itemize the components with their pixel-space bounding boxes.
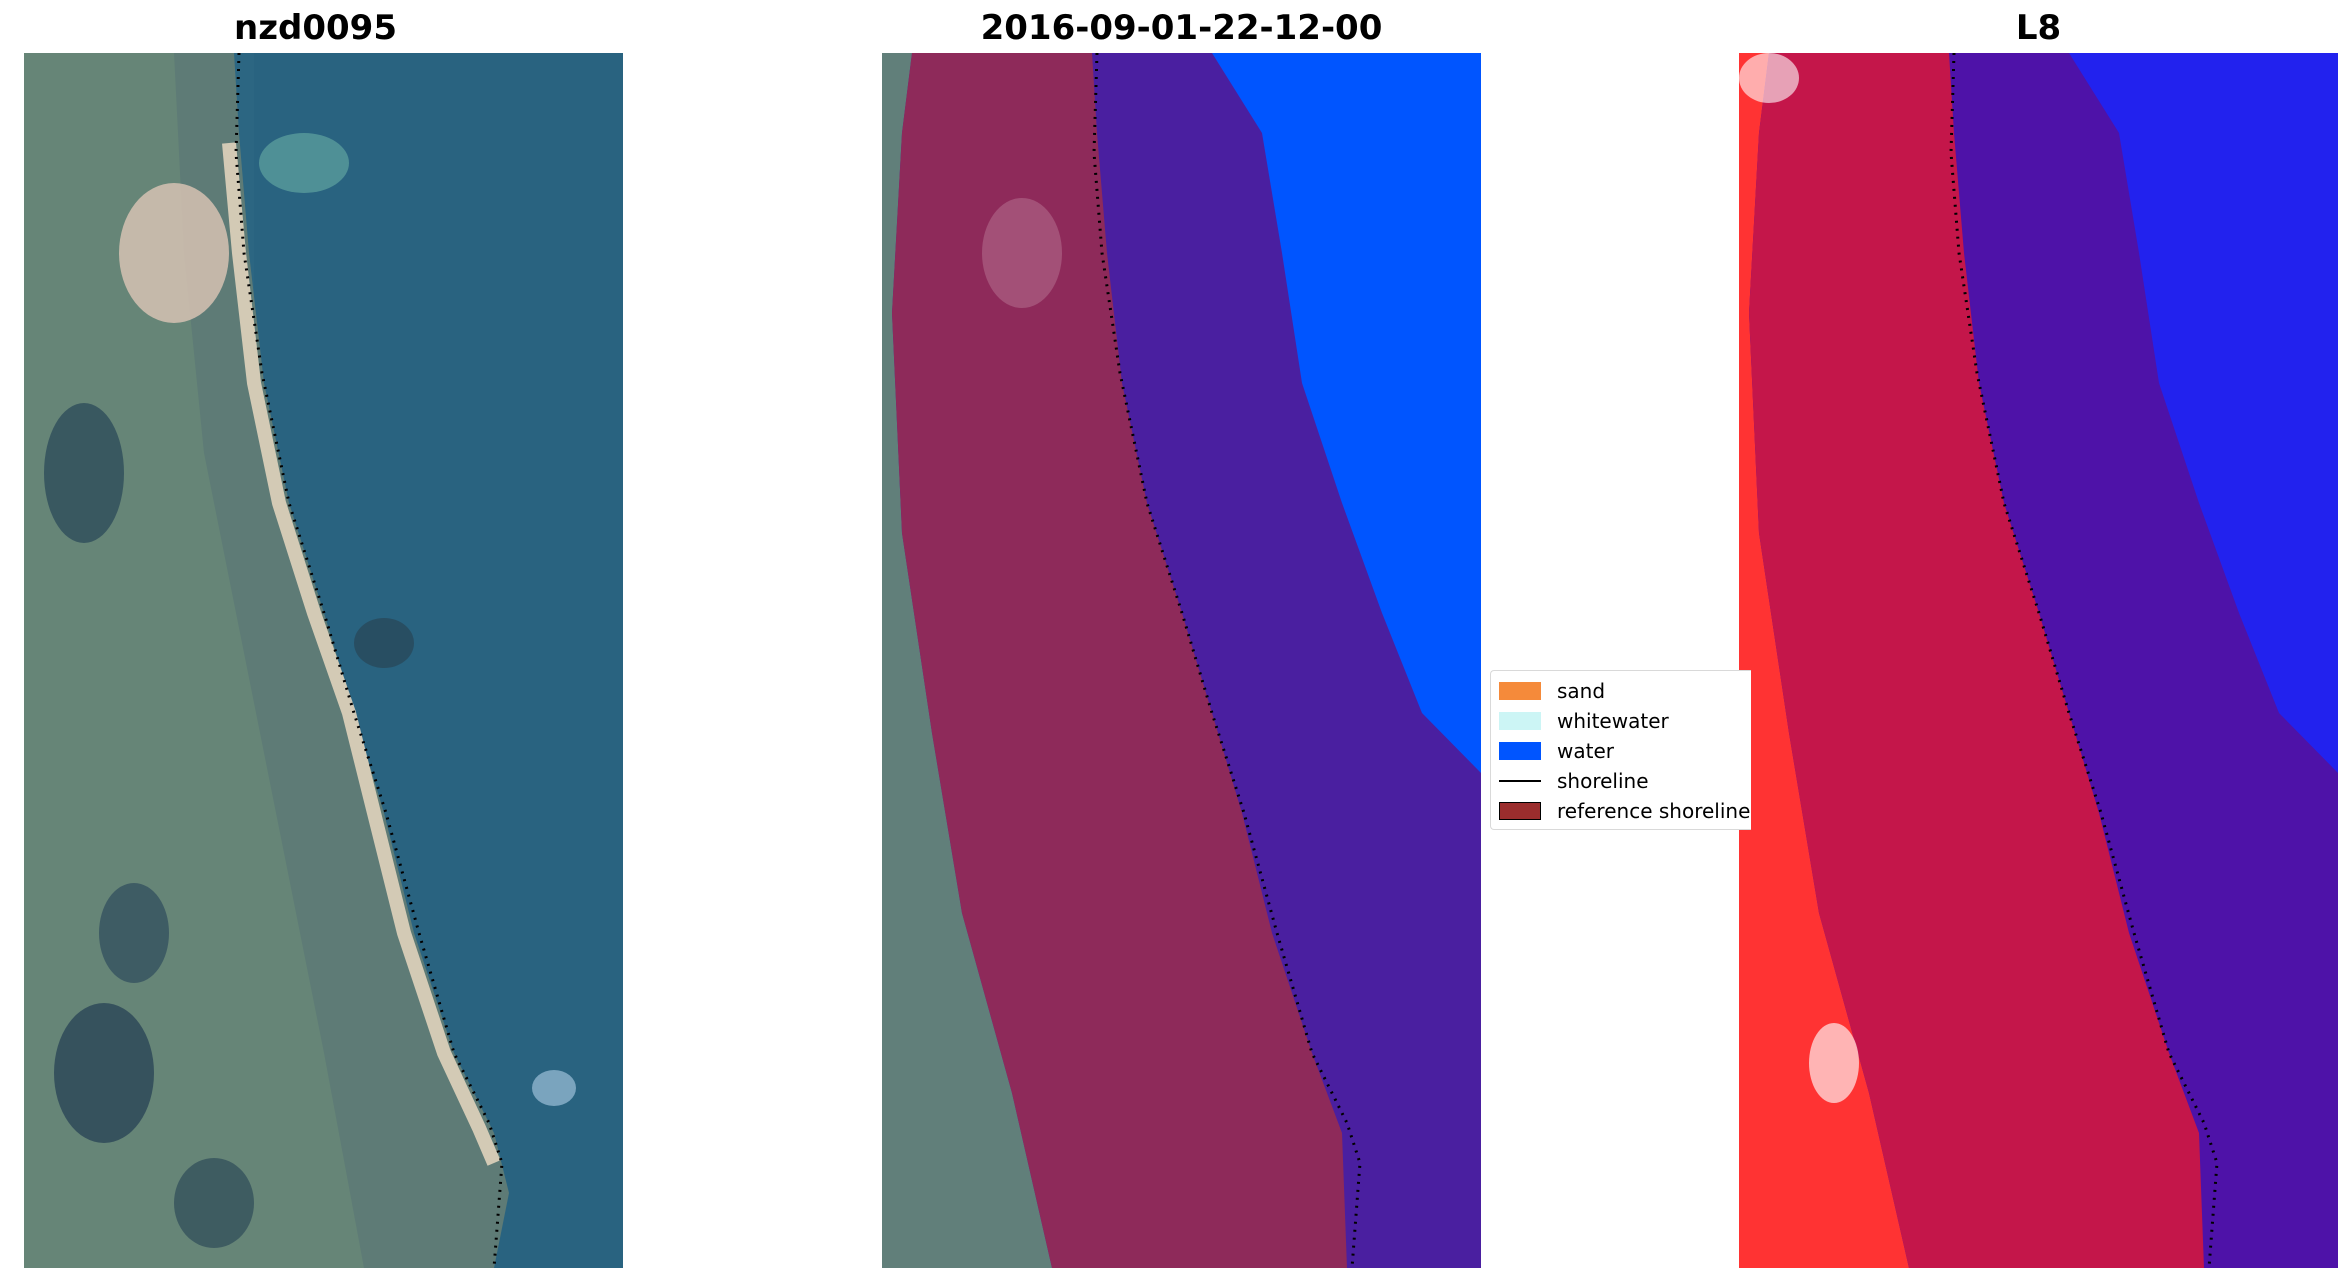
sand-swatch xyxy=(1499,682,1541,700)
shoreline-line xyxy=(1949,53,2219,1268)
classification-image xyxy=(882,53,1481,1268)
legend-item-whitewater: whitewater xyxy=(1499,707,1669,735)
whitewater-swatch xyxy=(1499,712,1541,730)
legend: sand whitewater water shoreline referenc… xyxy=(1490,670,1751,830)
legend-item-reference-shoreline: reference shoreline xyxy=(1499,797,1750,825)
legend-item-water: water xyxy=(1499,737,1614,765)
legend-item-shoreline: shoreline xyxy=(1499,767,1649,795)
index-image xyxy=(1739,53,2338,1268)
classification-panel xyxy=(882,53,1481,1268)
legend-label: shoreline xyxy=(1557,769,1649,793)
water-swatch xyxy=(1499,742,1541,760)
legend-label: reference shoreline xyxy=(1557,799,1751,823)
panel-title-rgb: nzd0095 xyxy=(234,8,397,48)
panel-title-index: L8 xyxy=(2015,8,2062,48)
panel-title-classification: 2016-09-01-22-12-00 xyxy=(980,8,1383,48)
shoreline-line xyxy=(234,53,504,1268)
rgb-image-panel xyxy=(24,53,623,1268)
index-panel xyxy=(1739,53,2338,1268)
legend-label: whitewater xyxy=(1557,709,1669,733)
legend-label: water xyxy=(1557,739,1614,763)
reference-shoreline-swatch xyxy=(1499,802,1541,820)
legend-label: sand xyxy=(1557,679,1606,703)
legend-item-sand: sand xyxy=(1499,677,1605,705)
rgb-image xyxy=(24,53,623,1268)
shoreline-line xyxy=(1092,53,1362,1268)
shoreline-swatch xyxy=(1499,780,1541,782)
